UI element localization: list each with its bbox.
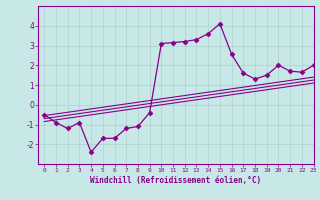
X-axis label: Windchill (Refroidissement éolien,°C): Windchill (Refroidissement éolien,°C) bbox=[91, 176, 261, 185]
